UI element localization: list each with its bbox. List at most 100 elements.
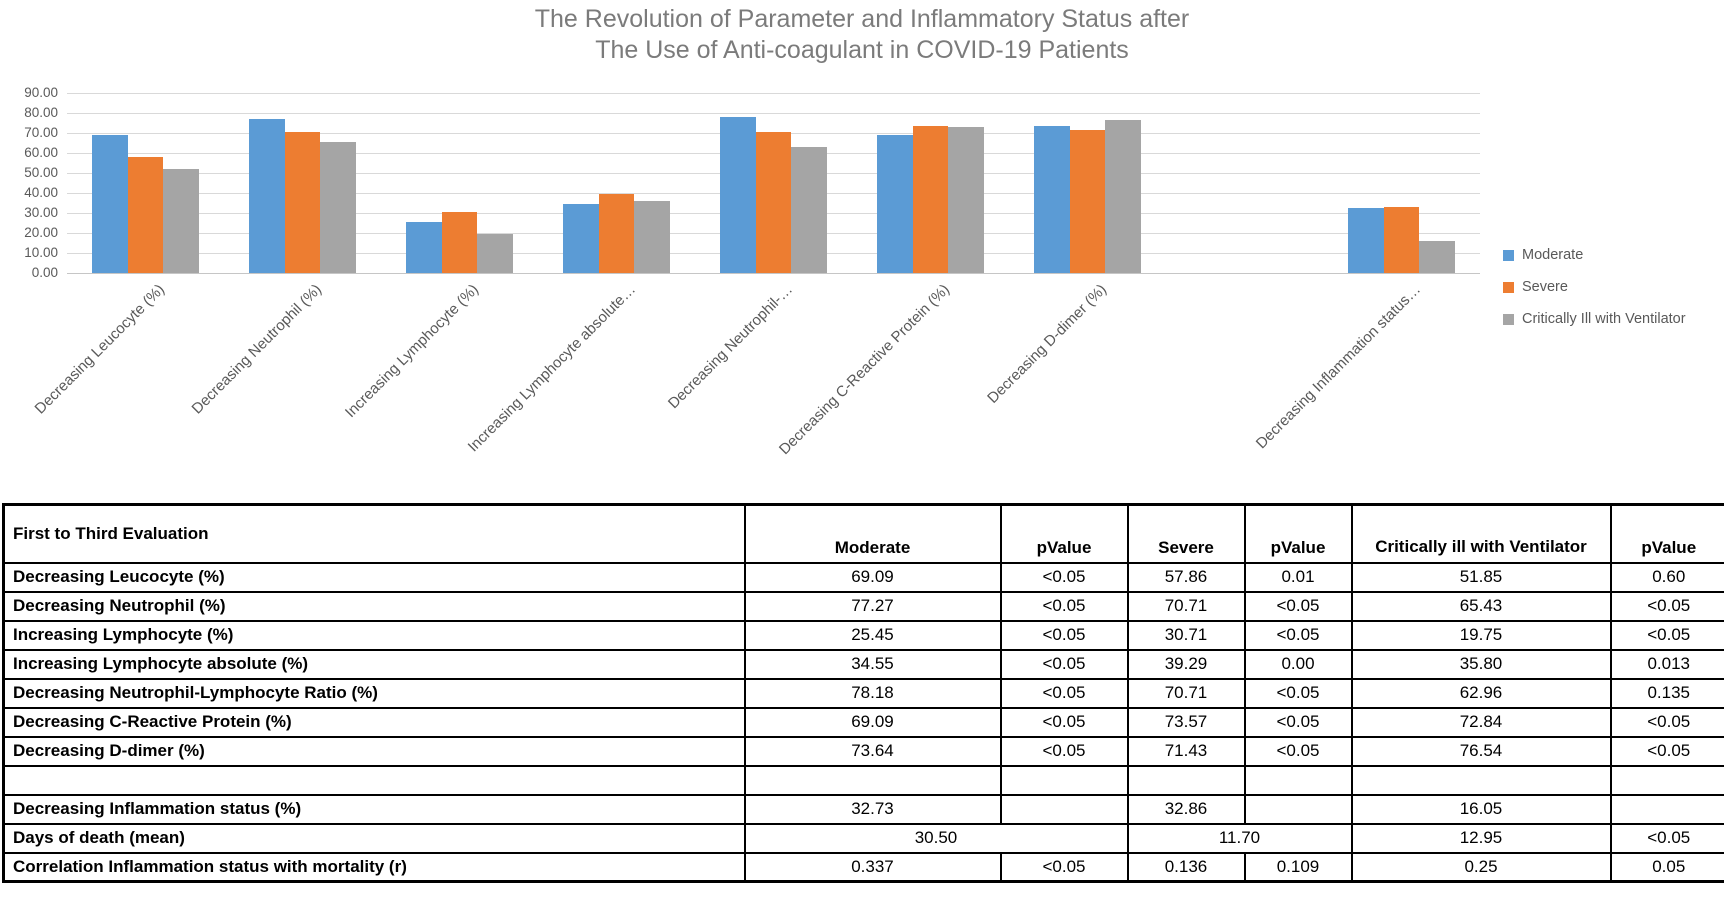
chart-title: The Revolution of Parameter and Inflamma…: [0, 4, 1724, 66]
y-axis-tick-label: 10.00: [24, 245, 58, 260]
y-axis-tick-label: 50.00: [24, 165, 58, 180]
table-cell: 71.43: [1126, 735, 1246, 767]
table-cell: <0.05: [999, 619, 1129, 651]
table-cell: <0.05: [1609, 822, 1724, 854]
table-cell: <0.05: [999, 735, 1129, 767]
table-cell: 0.135: [1609, 677, 1724, 709]
table-header-cell: Moderate: [743, 503, 1002, 564]
table-cell: <0.05: [999, 677, 1129, 709]
table-row: Days of death (mean) 30.50 11.70 12.95 <0.05: [2, 822, 1724, 854]
table-header-cell: Critically ill with Ventilator: [1350, 503, 1612, 564]
legend-label-critically-ill: Critically Ill with Ventilator: [1522, 311, 1686, 327]
y-axis-tick-label: 30.00: [24, 205, 58, 220]
plot-area: [67, 93, 1480, 274]
table-cell: [1609, 793, 1724, 825]
table-cell: <0.05: [999, 590, 1129, 622]
chart-bar: [1419, 240, 1455, 273]
table-cell: 0.109: [1243, 851, 1353, 883]
chart-bar: [912, 125, 949, 273]
table-row: Decreasing C-Reactive Protein (%) 69.09 <0…: [2, 706, 1724, 738]
y-axis-tick-label: 40.00: [24, 185, 58, 200]
x-axis-line: [67, 273, 1480, 274]
table-header-cell: First to Third Evaluation: [2, 503, 746, 564]
table-row: Increasing Lymphocyte (%) 25.45 <0.05 30.71…: [2, 619, 1724, 651]
table-cell: <0.05: [999, 561, 1129, 593]
table-cell: <0.05: [1609, 619, 1724, 651]
table-cell: 0.25: [1350, 851, 1612, 883]
results-table: First to Third Evaluation Moderate pValue S…: [2, 503, 1724, 883]
table-cell: [743, 764, 1002, 796]
y-axis-tick-label: 80.00: [24, 105, 58, 120]
table-cell: 32.73: [743, 793, 1002, 825]
table-row-label: [2, 764, 746, 796]
chart-bar: [127, 157, 164, 273]
table-cell: 73.64: [743, 735, 1002, 767]
table-cell: 19.75: [1350, 619, 1612, 651]
table-cell: 30.71: [1126, 619, 1246, 651]
chart-bar: [1383, 207, 1420, 273]
table-row-label: Days of death (mean): [2, 822, 746, 854]
table-header-cell: Severe: [1126, 503, 1246, 564]
table-cell: <0.05: [999, 648, 1129, 680]
table-header-cell: pValue: [999, 503, 1129, 564]
table-cell: [1126, 764, 1246, 796]
table-cell: 39.29: [1126, 648, 1246, 680]
table-cell: <0.05: [999, 851, 1129, 883]
table-cell: <0.05: [1609, 706, 1724, 738]
table-cell: 69.09: [743, 561, 1002, 593]
table-row-label: Decreasing Inflammation status (%): [2, 793, 746, 825]
table-row: [2, 764, 1724, 796]
chart-bar: [1069, 130, 1106, 273]
table-cell: [1243, 793, 1353, 825]
table-cell: 72.84: [1350, 706, 1612, 738]
table-row: Decreasing Leucocyte (%) 69.09 <0.05 57.86 0…: [2, 561, 1724, 593]
table-cell: <0.05: [1243, 619, 1353, 651]
chart-bar: [249, 118, 285, 273]
table-row-label: Decreasing Neutrophil (%): [2, 590, 746, 622]
table-row-label: Increasing Lymphocyte (%): [2, 619, 746, 651]
table-cell: [999, 764, 1129, 796]
chart-bar: [948, 127, 984, 273]
table-row: Increasing Lymphocyte absolute (%) 34.55 <…: [2, 648, 1724, 680]
table-cell: 34.55: [743, 648, 1002, 680]
table-cell: 0.013: [1609, 648, 1724, 680]
table-cell: 0.60: [1609, 561, 1724, 593]
table-cell: <0.05: [1243, 706, 1353, 738]
legend-item-moderate: Moderate: [1503, 247, 1686, 263]
table-cell: 73.57: [1126, 706, 1246, 738]
legend-label-severe: Severe: [1522, 279, 1568, 295]
table-row-label: Decreasing Leucocyte (%): [2, 561, 746, 593]
table-cell: 62.96: [1350, 677, 1612, 709]
table-cell: <0.05: [999, 706, 1129, 738]
table-header-cell: pValue: [1609, 503, 1724, 564]
table-header-cell: pValue: [1243, 503, 1353, 564]
table-cell: <0.05: [1609, 590, 1724, 622]
chart-bar: [720, 116, 756, 273]
gridline: [67, 113, 1480, 114]
table-cell: <0.05: [1243, 735, 1353, 767]
table-header-row: First to Third Evaluation Moderate pValue S…: [2, 503, 1724, 564]
table-cell: [1243, 764, 1353, 796]
table-cell: 25.45: [743, 619, 1002, 651]
chart-bar: [563, 203, 599, 273]
table-row-label: Decreasing D-dimer (%): [2, 735, 746, 767]
table-cell: 0.05: [1609, 851, 1724, 883]
table-cell: 65.43: [1350, 590, 1612, 622]
table-cell: 11.70: [1126, 822, 1353, 854]
chart-bar: [755, 131, 792, 273]
y-axis-tick-label: 20.00: [24, 225, 58, 240]
chart-bar: [1348, 207, 1384, 273]
table-cell: 16.05: [1350, 793, 1612, 825]
table-cell: 57.86: [1126, 561, 1246, 593]
chart-bar: [598, 194, 635, 273]
chart-bar: [1034, 125, 1070, 273]
table-row-label: Decreasing Neutrophil-Lymphocyte Ratio (…: [2, 677, 746, 709]
table-row-label: Increasing Lymphocyte absolute (%): [2, 648, 746, 680]
table-cell: 32.86: [1126, 793, 1246, 825]
gridline: [67, 93, 1480, 94]
table-cell: 35.80: [1350, 648, 1612, 680]
table-cell: 76.54: [1350, 735, 1612, 767]
chart-bar: [477, 233, 513, 273]
legend-item-severe: Severe: [1503, 279, 1686, 295]
